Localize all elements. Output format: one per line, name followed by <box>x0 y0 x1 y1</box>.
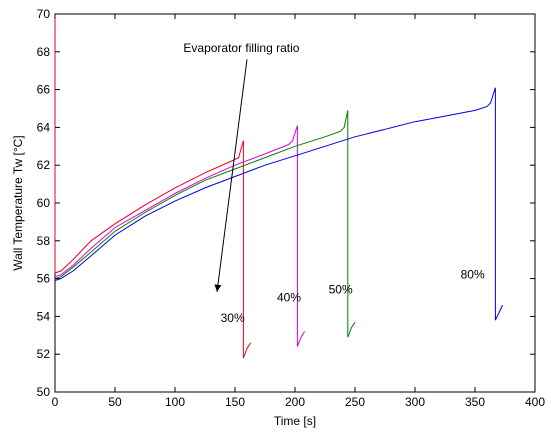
y-tick-label: 52 <box>37 347 51 361</box>
y-tick-label: 54 <box>37 309 51 323</box>
x-tick-label: 200 <box>285 395 305 409</box>
x-axis-label: Time [s] <box>274 414 316 428</box>
x-tick-label: 400 <box>525 395 545 409</box>
annotation-layer: Evaporator filling ratio 30% 40% 50% 80% <box>183 41 485 325</box>
x-tick-label: 50 <box>108 395 122 409</box>
annotation-label: 50% <box>329 283 353 297</box>
y-tick-label: 58 <box>37 234 51 248</box>
y-axis-label: Wall Temperature Tw [°C] <box>11 135 25 270</box>
x-tick-label: 250 <box>345 395 365 409</box>
annotation-arrowhead <box>214 284 222 292</box>
plot-area <box>54 13 536 393</box>
x-tick-label: 150 <box>225 395 245 409</box>
y-tick-label: 62 <box>37 158 51 172</box>
series-line-3 <box>54 110 356 338</box>
y-tick-label: 68 <box>37 45 51 59</box>
y-tick-label: 64 <box>37 120 51 134</box>
y-tick-label: 60 <box>37 196 51 210</box>
series-line-4 <box>54 87 504 321</box>
x-tick-label: 300 <box>405 395 425 409</box>
annotation-label: 30% <box>221 311 245 325</box>
y-tick-label: 50 <box>37 385 51 399</box>
x-tick-label: 100 <box>165 395 185 409</box>
y-tick-label: 56 <box>37 272 51 286</box>
y-tick-label: 66 <box>37 83 51 97</box>
series-line-2 <box>54 125 306 347</box>
axis-layer: 0 50 100 150 200 250 300 350 4005052545658606264… <box>37 7 546 409</box>
x-tick-label: 350 <box>465 395 485 409</box>
y-tick-label: 70 <box>37 7 51 21</box>
x-tick-label: 0 <box>52 395 59 409</box>
annotation-label: 80% <box>461 268 485 282</box>
annotation-label: Evaporator filling ratio <box>183 41 299 55</box>
annotation-label: 40% <box>277 290 301 304</box>
annotation-arrow <box>216 59 248 292</box>
series-layer <box>54 14 504 359</box>
series-line-1 <box>54 14 252 359</box>
